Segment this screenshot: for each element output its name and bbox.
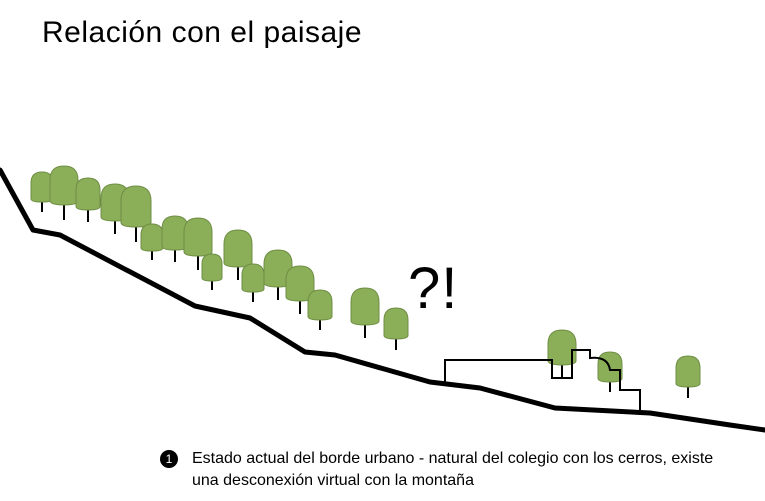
caption-text: Estado actual del borde urbano - natural… xyxy=(192,448,720,491)
tree-crown xyxy=(351,288,379,325)
caption-block: 1 Estado actual del borde urbano - natur… xyxy=(160,448,720,491)
bullet-badge: 1 xyxy=(160,450,178,468)
tree-crown xyxy=(224,230,252,267)
disconnect-marker: ?! xyxy=(408,255,458,322)
section-diagram xyxy=(0,0,765,501)
tree-crown xyxy=(184,218,212,256)
tree-crown xyxy=(676,356,700,387)
tree-crown xyxy=(308,290,332,320)
tree-crown xyxy=(141,224,163,251)
diagram-canvas: Relación con el paisaje ?! 1 Estado actu… xyxy=(0,0,765,501)
tree-crown xyxy=(76,178,100,210)
tree-crown xyxy=(121,186,151,227)
tree-crown xyxy=(384,308,408,339)
tree-crown xyxy=(242,264,264,292)
tree-crown xyxy=(202,254,222,281)
tree-crown xyxy=(50,166,78,205)
